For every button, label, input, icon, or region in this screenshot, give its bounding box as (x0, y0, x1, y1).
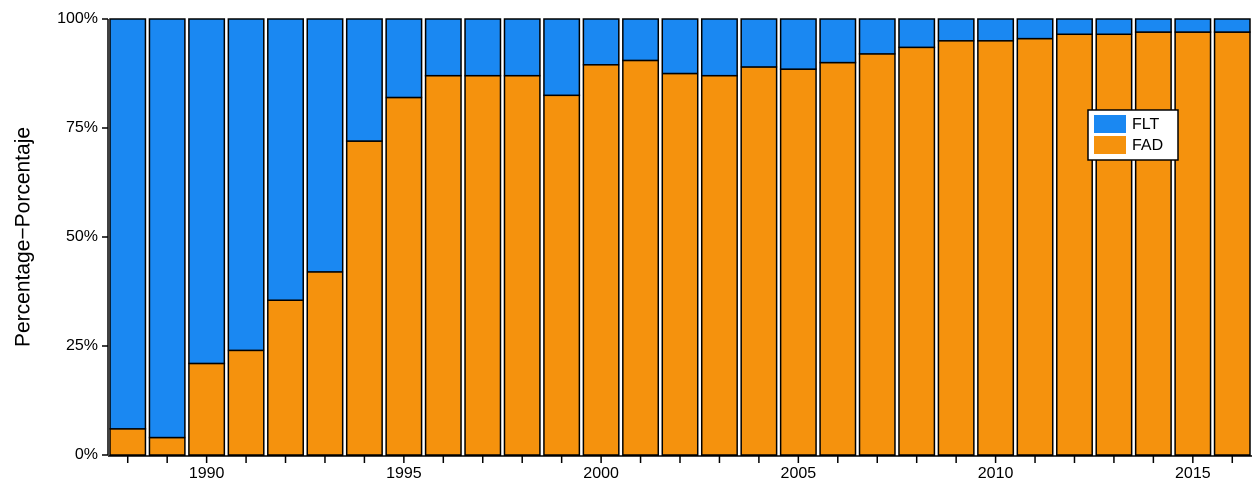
bar-segment (622, 59, 660, 456)
bar-segment (1174, 31, 1212, 456)
x-tick-label: 2015 (1175, 465, 1211, 482)
bar-segment (424, 18, 462, 77)
bar-segment (661, 18, 699, 75)
bar-segment (188, 18, 226, 365)
bar-segment (700, 18, 738, 77)
bar-segment (464, 74, 502, 456)
legend-label: FLT (1132, 116, 1159, 133)
bar-segment (345, 140, 383, 456)
y-tick-label: 25% (66, 337, 98, 354)
bar-segment (109, 428, 147, 456)
bar-segment (385, 96, 423, 456)
bar-segment (1134, 18, 1172, 33)
bar-segment (109, 18, 147, 430)
bar-segment (898, 46, 936, 456)
bar-segment (306, 271, 344, 456)
bar-segment (740, 18, 778, 68)
y-axis-label: Percentage−Porcentaje (12, 127, 35, 347)
bar-segment (345, 18, 383, 142)
bar-segment (977, 18, 1015, 42)
bar-segment (977, 40, 1015, 456)
bar-segment (543, 18, 581, 97)
bar-segment (1134, 31, 1172, 456)
bar-segment (424, 74, 462, 456)
bar-segment (503, 18, 541, 77)
bar-segment (622, 18, 660, 62)
bar-segment (1095, 33, 1133, 456)
y-tick-label: 75% (66, 119, 98, 136)
bar-segment (661, 72, 699, 456)
y-tick-label: 0% (75, 446, 98, 463)
bar-segment (779, 68, 817, 456)
bar-segment (188, 362, 226, 456)
bar-segment (1174, 18, 1212, 33)
x-tick-label: 2005 (781, 465, 817, 482)
legend-label: FAD (1132, 137, 1163, 154)
bar-segment (1095, 18, 1133, 36)
bar-segment (227, 18, 265, 352)
bar-segment (1213, 31, 1251, 456)
bar-segment (700, 74, 738, 456)
bar-segment (1213, 18, 1251, 33)
bar-segment (306, 18, 344, 273)
bar-segment (582, 64, 620, 456)
bar-segment (819, 61, 857, 456)
bar-segment (858, 18, 896, 55)
bar-segment (503, 74, 541, 456)
bar-segment (819, 18, 857, 64)
x-tick-label: 2010 (978, 465, 1014, 482)
legend-swatch (1094, 115, 1126, 133)
bar-segment (898, 18, 936, 49)
bar-segment (267, 299, 304, 456)
bar-segment (779, 18, 817, 70)
legend-swatch (1094, 136, 1126, 154)
bar-segment (267, 18, 304, 301)
bar-segment (937, 18, 975, 42)
bar-segment (858, 53, 896, 456)
bar-segment (937, 40, 975, 456)
y-tick-label: 100% (57, 10, 98, 27)
bar-segment (464, 18, 502, 77)
bar-segment (1056, 18, 1093, 36)
bar-segment (1056, 33, 1093, 456)
bar-segment (543, 94, 581, 456)
x-tick-label: 1990 (189, 465, 225, 482)
bar-segment (148, 18, 186, 439)
bar-segment (1016, 37, 1054, 456)
bar-segment (148, 436, 186, 456)
x-tick-label: 2000 (583, 465, 619, 482)
bar-segment (740, 66, 778, 456)
y-tick-label: 50% (66, 228, 98, 245)
bar-segment (582, 18, 620, 66)
bar-segment (227, 349, 265, 456)
x-tick-label: 1995 (386, 465, 422, 482)
bar-segment (1016, 18, 1054, 40)
bar-segment (385, 18, 423, 99)
